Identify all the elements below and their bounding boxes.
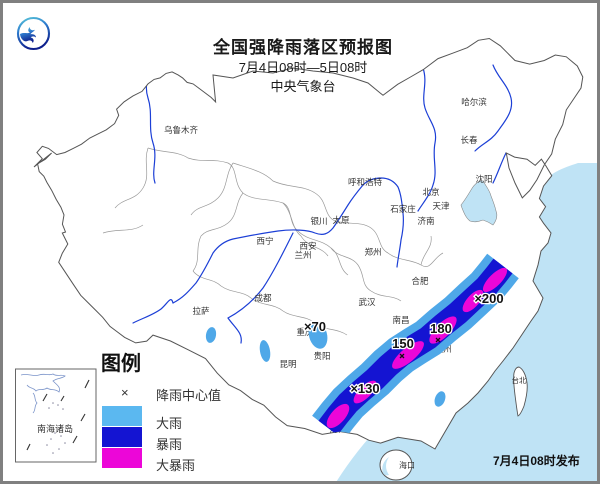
- svg-text:西安: 西安: [299, 241, 316, 251]
- svg-text:天津: 天津: [432, 201, 450, 211]
- svg-text:西宁: 西宁: [256, 236, 273, 246]
- svg-text:哈尔滨: 哈尔滨: [461, 97, 487, 107]
- svg-text:贵阳: 贵阳: [313, 351, 330, 361]
- svg-text:乌鲁木齐: 乌鲁木齐: [164, 125, 199, 135]
- svg-text:兰州: 兰州: [294, 250, 311, 260]
- svg-text:台北: 台北: [512, 375, 527, 385]
- svg-text:海口: 海口: [399, 460, 415, 470]
- svg-text:长春: 长春: [460, 135, 478, 145]
- svg-text:北京: 北京: [422, 187, 439, 197]
- svg-text:7月4日08时发布: 7月4日08时发布: [493, 453, 580, 468]
- svg-text:昆明: 昆明: [279, 359, 296, 369]
- svg-text:×130: ×130: [350, 381, 379, 396]
- svg-text:银川: 银川: [310, 216, 327, 226]
- svg-text:×70: ×70: [304, 319, 326, 334]
- svg-text:150: 150: [392, 336, 414, 351]
- svg-text:拉萨: 拉萨: [192, 306, 210, 316]
- svg-text:沈阳: 沈阳: [475, 174, 492, 184]
- svg-text:南昌: 南昌: [392, 315, 409, 325]
- svg-text:济南: 济南: [417, 216, 434, 226]
- svg-text:石家庄: 石家庄: [390, 204, 416, 214]
- svg-text:×200: ×200: [474, 291, 503, 306]
- svg-text:呼和浩特: 呼和浩特: [348, 177, 383, 187]
- svg-text:郑州: 郑州: [364, 247, 381, 257]
- svg-text:成都: 成都: [254, 293, 272, 303]
- svg-text:太原: 太原: [332, 215, 349, 225]
- svg-text:合肥: 合肥: [411, 276, 429, 286]
- svg-text:武汉: 武汉: [358, 297, 376, 307]
- svg-text:180: 180: [430, 321, 452, 336]
